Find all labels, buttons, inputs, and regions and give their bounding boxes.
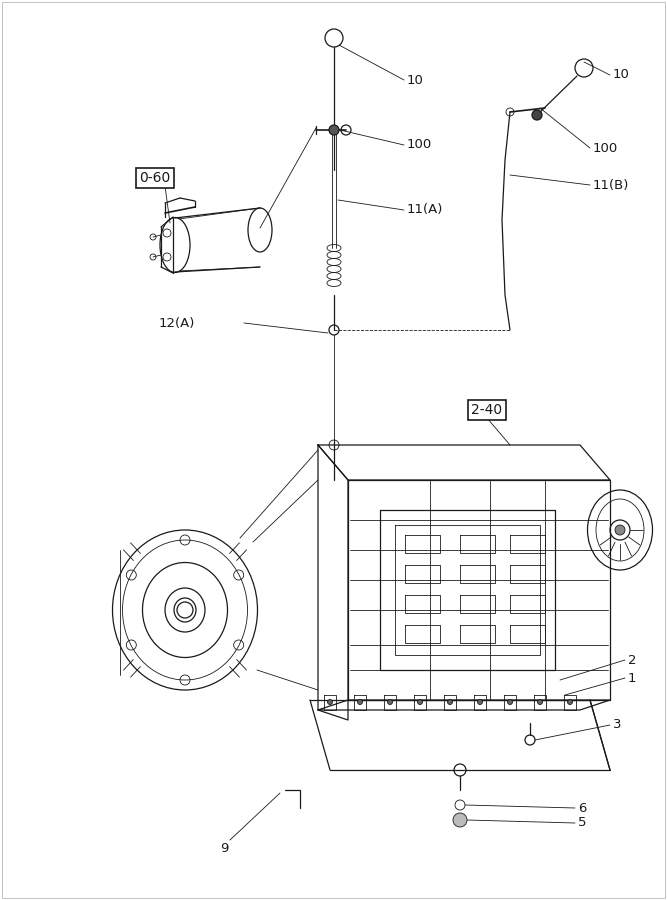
Text: 11(B): 11(B) <box>593 178 630 192</box>
Circle shape <box>478 699 482 705</box>
Circle shape <box>615 525 625 535</box>
Circle shape <box>508 699 512 705</box>
Text: 12(A): 12(A) <box>159 317 195 329</box>
Text: 6: 6 <box>578 802 586 814</box>
Text: 10: 10 <box>407 74 424 86</box>
Text: 9: 9 <box>220 842 228 854</box>
Circle shape <box>358 699 362 705</box>
Circle shape <box>532 110 542 120</box>
Text: 0-60: 0-60 <box>139 171 171 185</box>
Circle shape <box>538 699 542 705</box>
Text: 10: 10 <box>613 68 630 82</box>
Text: 5: 5 <box>578 816 586 830</box>
Text: 3: 3 <box>613 718 622 732</box>
Circle shape <box>388 699 392 705</box>
Text: 2-40: 2-40 <box>472 403 502 417</box>
Circle shape <box>418 699 422 705</box>
Circle shape <box>568 699 572 705</box>
Text: 1: 1 <box>628 671 636 685</box>
Text: 11(A): 11(A) <box>407 203 444 217</box>
Circle shape <box>327 699 333 705</box>
Text: 100: 100 <box>407 139 432 151</box>
Circle shape <box>448 699 452 705</box>
Text: 2: 2 <box>628 653 636 667</box>
Circle shape <box>453 813 467 827</box>
Text: 100: 100 <box>593 141 618 155</box>
Circle shape <box>329 125 339 135</box>
